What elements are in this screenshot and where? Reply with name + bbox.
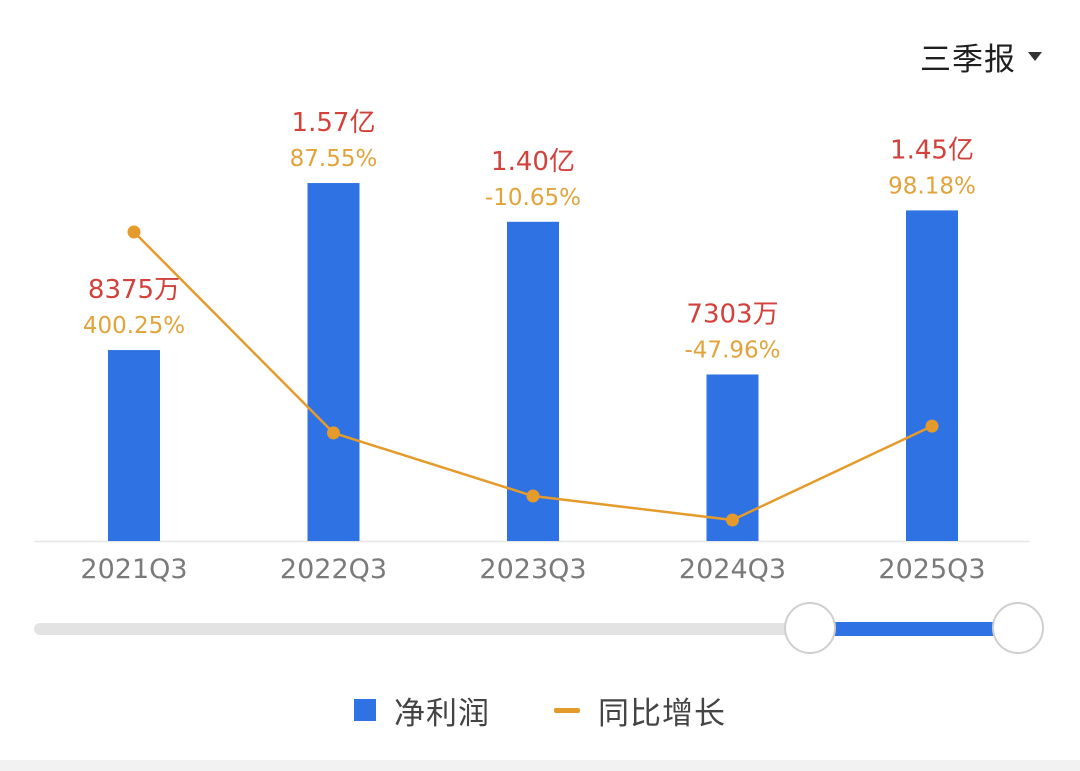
legend-label-net-profit: 净利润 — [394, 695, 490, 732]
bar-2021Q3 — [108, 350, 160, 541]
bar-swatch-icon — [354, 699, 376, 721]
x-tick-label-2023Q3: 2023Q3 — [479, 554, 586, 585]
profit-label-2021Q3: 8375万 — [88, 275, 180, 305]
range-slider-end-handle[interactable] — [992, 602, 1044, 654]
legend-label-yoy-growth: 同比增长 — [598, 695, 726, 732]
x-tick-label-2024Q3: 2024Q3 — [679, 554, 786, 585]
bar-2024Q3 — [706, 374, 759, 541]
profit-label-2024Q3: 7303万 — [686, 299, 778, 329]
bar-2022Q3 — [307, 183, 360, 542]
growth-label-2024Q3: -47.96% — [685, 337, 781, 363]
range-slider-selection[interactable] — [810, 622, 1018, 636]
line-swatch-icon — [554, 707, 580, 713]
growth-point-2021Q3 — [127, 225, 141, 239]
profit-label-2022Q3: 1.57亿 — [292, 108, 376, 138]
growth-point-2025Q3 — [925, 419, 939, 433]
period-dropdown-label: 三季报 — [920, 41, 1016, 78]
growth-point-2024Q3 — [726, 513, 739, 527]
bar-2023Q3 — [507, 221, 559, 542]
net-profit-chart: 8375万 400.25% 1.57亿 87.55% 1.40亿 -10.65% 7303万… — [34, 108, 1030, 585]
growth-point-2023Q3 — [526, 489, 540, 503]
x-tick-label-2021Q3: 2021Q3 — [80, 554, 187, 585]
growth-label-2025Q3: 98.18% — [888, 173, 976, 199]
bar-2025Q3 — [906, 210, 958, 541]
period-dropdown[interactable]: 三季报 — [920, 34, 1042, 78]
growth-label-2023Q3: -10.65% — [485, 185, 581, 211]
x-tick-label-2022Q3: 2022Q3 — [280, 554, 387, 585]
chart-legend: 净利润 同比增长 — [0, 688, 1080, 732]
growth-label-2021Q3: 400.25% — [83, 313, 185, 339]
legend-item-net-profit[interactable]: 净利润 — [354, 688, 490, 733]
growth-label-2022Q3: 87.55% — [290, 146, 378, 172]
profit-label-2025Q3: 1.45亿 — [890, 135, 974, 165]
growth-point-2022Q3 — [327, 426, 340, 440]
x-tick-label-2025Q3: 2025Q3 — [878, 554, 985, 585]
range-slider-start-handle[interactable] — [784, 602, 836, 654]
caret-down-icon — [1028, 51, 1042, 61]
legend-item-yoy-growth[interactable]: 同比增长 — [554, 688, 726, 733]
bottom-divider — [0, 760, 1080, 771]
profit-label-2023Q3: 1.40亿 — [491, 147, 575, 177]
